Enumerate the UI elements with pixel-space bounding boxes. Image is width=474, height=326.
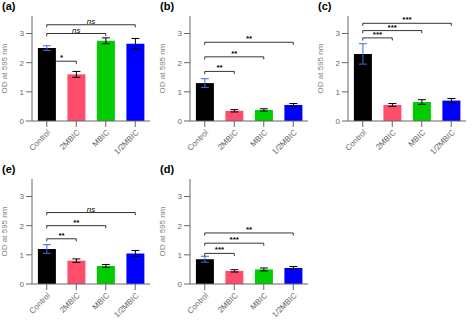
svg-text:***: ***: [230, 235, 240, 244]
svg-text:*: *: [60, 53, 64, 62]
html-text:(c): (c): [318, 0, 332, 12]
svg-text:2MBIC: 2MBIC: [216, 291, 240, 315]
svg-text:Control: Control: [186, 128, 211, 153]
svg-text:***: ***: [388, 23, 398, 32]
svg-text:OD at 595 nm: OD at 595 nm: [316, 43, 325, 93]
html-text:(e): (e): [2, 163, 16, 175]
svg-text:2: 2: [178, 59, 183, 68]
svg-text:2: 2: [20, 59, 25, 68]
svg-text:2: 2: [336, 59, 341, 68]
svg-text:Control: Control: [344, 128, 369, 153]
svg-text:**: **: [73, 218, 80, 227]
svg-text:OD at 595 nm: OD at 595 nm: [8, 206, 9, 256]
svg-text:0: 0: [20, 117, 25, 126]
html-text:(b): (b): [160, 0, 174, 12]
svg-text:1: 1: [20, 88, 25, 97]
svg-text:0: 0: [20, 280, 25, 289]
svg-text:3: 3: [20, 192, 25, 201]
svg-text:MBIC: MBIC: [91, 128, 112, 149]
svg-text:**: **: [216, 63, 223, 72]
svg-text:1: 1: [20, 251, 25, 260]
svg-text:2MBIC: 2MBIC: [374, 128, 398, 152]
svg-text:1/2MBIC: 1/2MBIC: [112, 128, 141, 157]
svg-text:OD at 595 nm: OD at 595 nm: [158, 206, 167, 256]
svg-text:1: 1: [336, 88, 341, 97]
svg-text:1/2MBIC: 1/2MBIC: [112, 291, 141, 320]
svg-text:***: ***: [215, 245, 225, 254]
svg-text:3: 3: [336, 29, 341, 38]
svg-text:3: 3: [178, 29, 183, 38]
svg-text:OD at 595 nm: OD at 595 nm: [8, 43, 9, 93]
svg-text:3: 3: [178, 192, 183, 201]
svg-text:ns: ns: [87, 17, 95, 26]
svg-text:1/2MBIC: 1/2MBIC: [270, 291, 299, 320]
svg-text:0: 0: [178, 280, 183, 289]
svg-text:**: **: [58, 231, 65, 240]
svg-text:ns: ns: [72, 26, 80, 35]
svg-text:1/2MBIC: 1/2MBIC: [270, 128, 299, 157]
svg-text:2MBIC: 2MBIC: [58, 128, 82, 152]
svg-text:ns: ns: [87, 205, 95, 214]
svg-text:2: 2: [178, 222, 183, 231]
svg-text:MBIC: MBIC: [91, 291, 112, 312]
svg-text:**: **: [231, 49, 238, 58]
svg-text:**: **: [246, 225, 253, 234]
svg-text:1/2MBIC: 1/2MBIC: [428, 128, 457, 157]
svg-text:3: 3: [20, 29, 25, 38]
svg-text:Control: Control: [186, 291, 211, 316]
svg-text:2MBIC: 2MBIC: [216, 128, 240, 152]
html-text:(d): (d): [160, 163, 174, 175]
svg-text:2MBIC: 2MBIC: [58, 291, 82, 315]
svg-text:***: ***: [402, 15, 412, 24]
svg-text:**: **: [246, 34, 253, 43]
svg-text:Control: Control: [28, 128, 53, 153]
svg-text:MBIC: MBIC: [407, 128, 428, 149]
svg-text:0: 0: [336, 117, 341, 126]
svg-text:OD at 595 nm: OD at 595 nm: [158, 43, 167, 93]
svg-text:MBIC: MBIC: [249, 291, 270, 312]
svg-text:2: 2: [20, 222, 25, 231]
svg-text:0: 0: [178, 117, 183, 126]
svg-text:Control: Control: [28, 291, 53, 316]
svg-text:MBIC: MBIC: [249, 128, 270, 149]
svg-text:1: 1: [178, 88, 183, 97]
svg-text:1: 1: [178, 251, 183, 260]
html-text:(a): (a): [2, 0, 16, 12]
svg-text:***: ***: [373, 30, 383, 39]
